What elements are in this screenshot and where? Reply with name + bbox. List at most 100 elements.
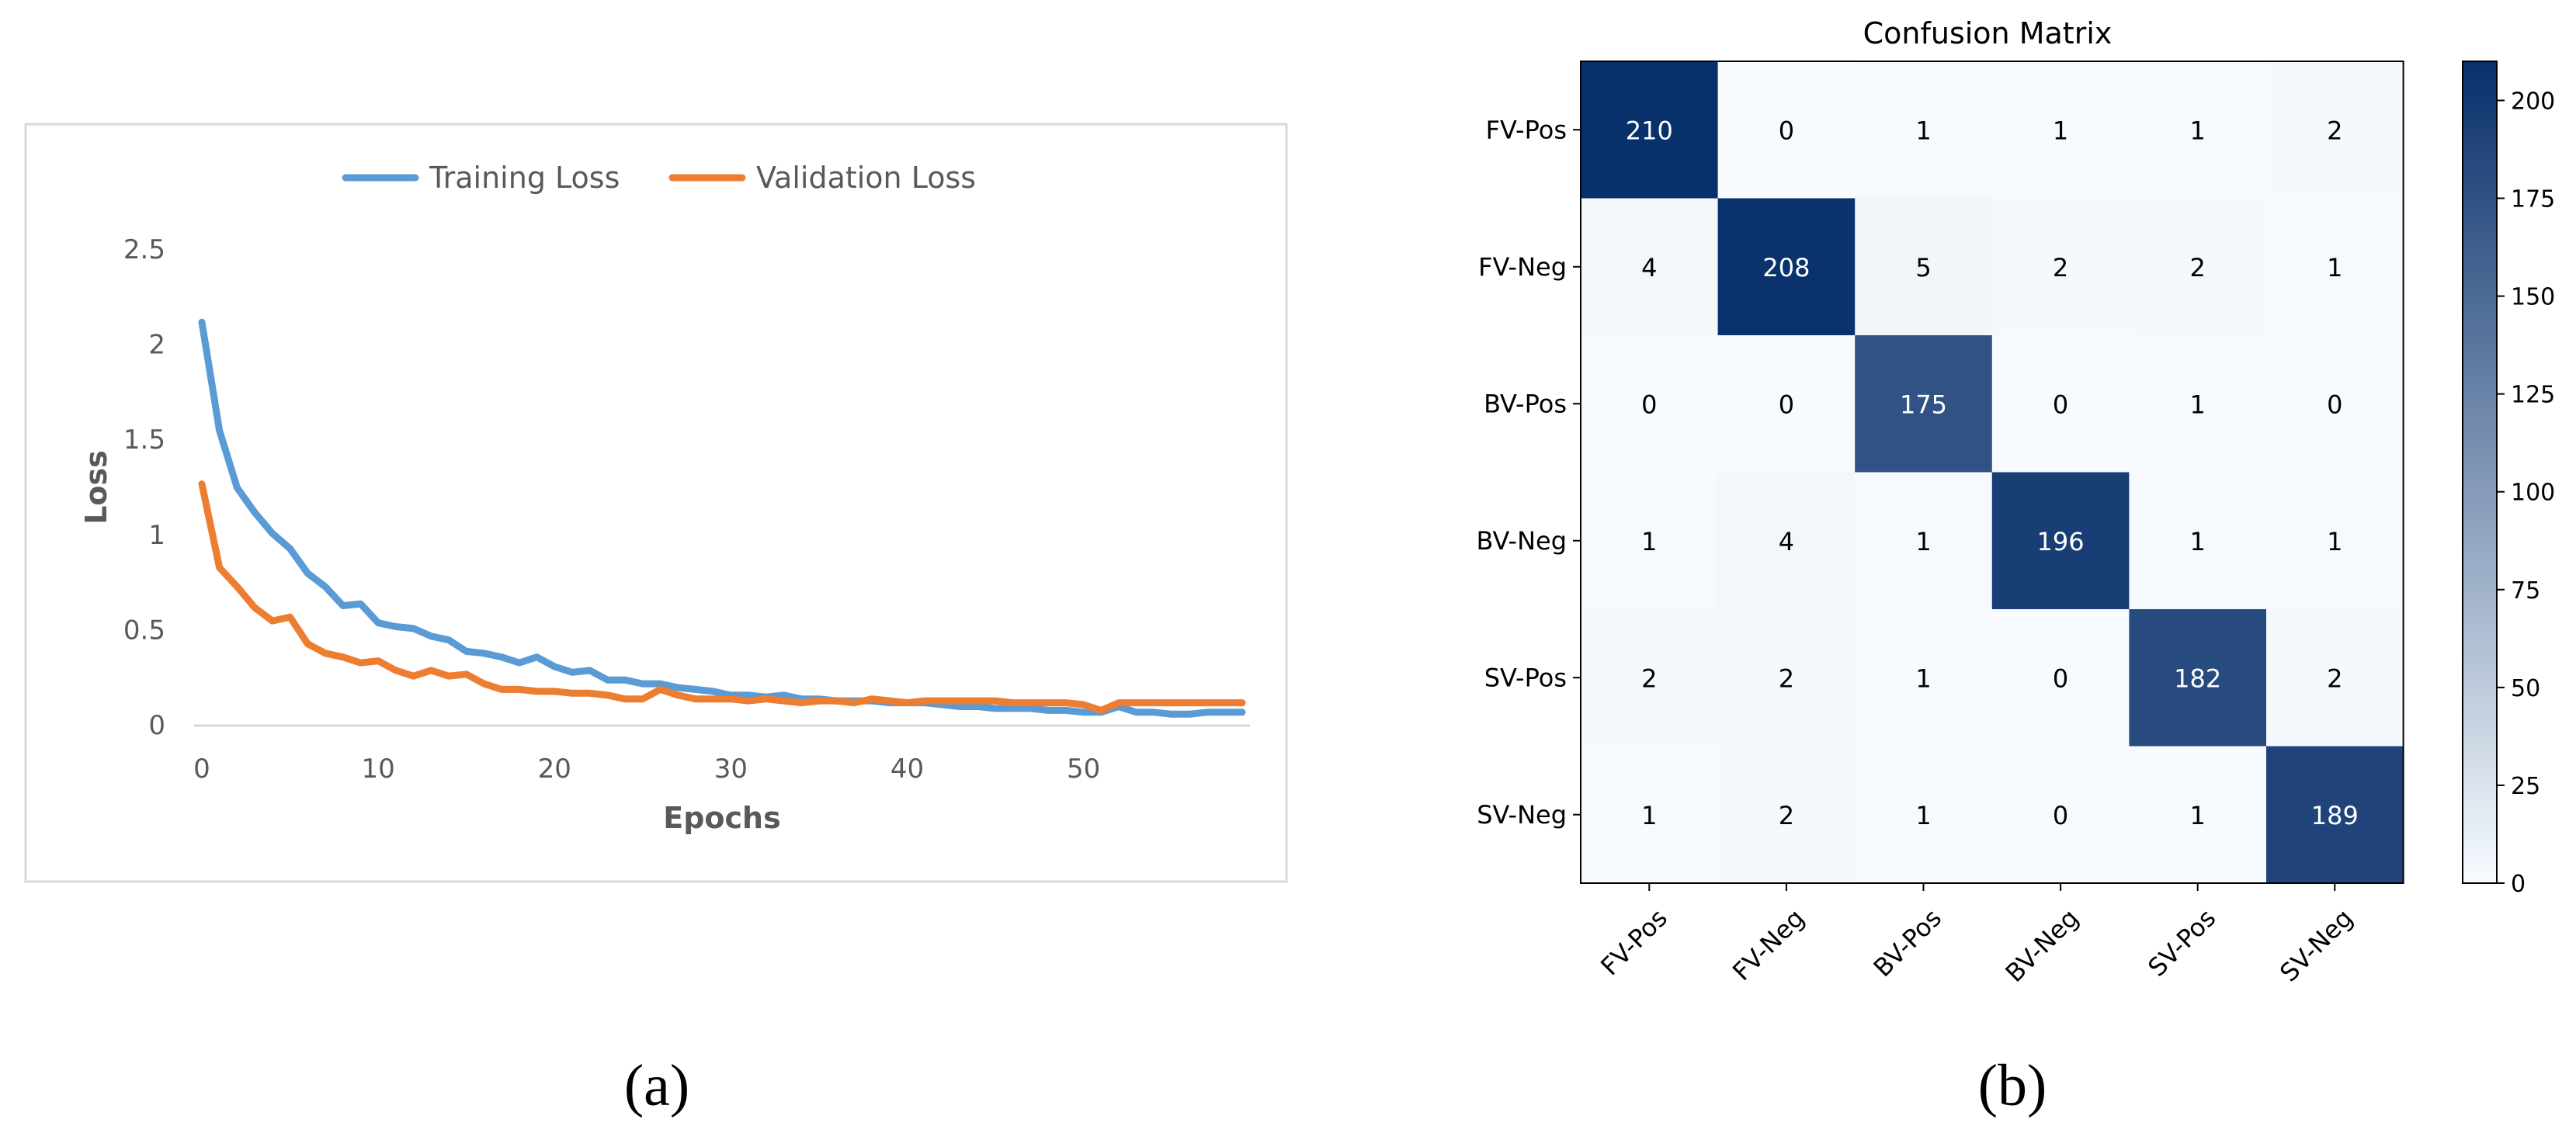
row-label: FV-Neg bbox=[1478, 252, 1567, 282]
column-label: FV-Neg bbox=[1727, 903, 1810, 986]
matrix-cell bbox=[1581, 746, 1719, 884]
matrix-cell bbox=[1717, 61, 1856, 199]
cell-value-label: 0 bbox=[2327, 390, 2342, 419]
cell-value-label: 189 bbox=[2311, 801, 2359, 830]
loss-series bbox=[198, 318, 1246, 718]
cell-value-label: 1 bbox=[1915, 664, 1931, 693]
cell-value-label: 182 bbox=[2174, 664, 2221, 693]
matrix-cell bbox=[2266, 609, 2404, 747]
legend-label: Validation Loss bbox=[756, 161, 976, 195]
matrix-cell bbox=[1855, 609, 1993, 747]
cell-value-label: 1 bbox=[2053, 116, 2068, 145]
matrix-cell bbox=[2266, 472, 2404, 610]
x-tick-label: 50 bbox=[1067, 754, 1100, 785]
x-tick-label: 20 bbox=[538, 754, 571, 785]
x-tick-label: 40 bbox=[890, 754, 924, 785]
cell-value-label: 0 bbox=[2053, 664, 2068, 693]
cell-value-label: 1 bbox=[1641, 527, 1657, 556]
matrix-cell bbox=[1855, 61, 1993, 199]
matrix-cell bbox=[2129, 335, 2267, 473]
cell-value-label: 2 bbox=[2327, 116, 2342, 145]
column-label: SV-Neg bbox=[2274, 903, 2359, 988]
y-axis-title: Loss bbox=[79, 450, 113, 525]
column-label: BV-Pos bbox=[1868, 903, 1947, 982]
cell-value-label: 1 bbox=[2190, 390, 2206, 419]
panel-label-b: (b) bbox=[1977, 1053, 2047, 1118]
matrix-cell bbox=[1717, 746, 1856, 884]
cell-value-label: 1 bbox=[1915, 116, 1931, 145]
series-line-validation-loss bbox=[198, 480, 1246, 714]
matrix-cell bbox=[2129, 609, 2267, 747]
cell-value-label: 2 bbox=[1779, 801, 1794, 830]
y-tick-label: 0 bbox=[148, 710, 165, 741]
cell-value-label: 1 bbox=[1915, 527, 1931, 556]
matrix-cell bbox=[1581, 335, 1719, 473]
matrix-cell bbox=[1855, 198, 1993, 336]
matrix-cell bbox=[1581, 609, 1719, 747]
row-label: BV-Neg bbox=[1477, 526, 1567, 556]
matrix-cell bbox=[1581, 198, 1719, 336]
matrix-cell bbox=[2129, 472, 2267, 610]
matrix-cell bbox=[1717, 472, 1856, 610]
matrix-cell bbox=[1581, 472, 1719, 610]
loss-chart: Training Loss Validation Loss 0 0.5 1 1.5 2 2.… bbox=[24, 123, 1288, 883]
cell-value-label: 0 bbox=[2053, 801, 2068, 830]
matrix-cell bbox=[1991, 609, 2130, 747]
matrix-border bbox=[1580, 61, 2404, 884]
cell-value-label: 1 bbox=[2190, 801, 2206, 830]
cell-value-label: 0 bbox=[1779, 390, 1794, 419]
colorbar-tick-label: 175 bbox=[2511, 186, 2555, 213]
cell-value-label: 4 bbox=[1641, 253, 1657, 282]
matrix-cell bbox=[1717, 609, 1856, 747]
cell-value-label: 1 bbox=[1915, 801, 1931, 830]
cell-value-label: 2 bbox=[1779, 664, 1794, 693]
matrix-cell bbox=[1717, 198, 1856, 336]
cell-value-label: 2 bbox=[2053, 253, 2068, 282]
colorbar-tick-label: 125 bbox=[2511, 382, 2555, 409]
matrix-cell bbox=[2266, 746, 2404, 884]
cell-value-label: 5 bbox=[1915, 253, 1931, 282]
cell-value-label: 0 bbox=[1641, 390, 1657, 419]
matrix-cells: 210 0 1 1 1 24 208 5 2 2 10 0 175 0 1 01 4 1 196 1 12 2 1 0 182 2… bbox=[1581, 61, 2404, 884]
x-tick-label: 0 bbox=[193, 754, 210, 785]
matrix-cell bbox=[1717, 335, 1856, 473]
cell-value-label: 1 bbox=[2190, 527, 2206, 556]
cell-value-label: 0 bbox=[2053, 390, 2068, 419]
colorbar-tick-label: 25 bbox=[2511, 773, 2540, 800]
matrix-cell bbox=[1991, 472, 2130, 610]
matrix-cell bbox=[2129, 746, 2267, 884]
colorbar-tick-label: 75 bbox=[2511, 577, 2540, 605]
colorbar-tick-label: 0 bbox=[2511, 871, 2526, 898]
colorbar-tick-label: 200 bbox=[2511, 88, 2555, 115]
panel-label-a: (a) bbox=[623, 1053, 690, 1118]
x-axis-title: Epochs bbox=[663, 801, 780, 835]
colorbar-tick-label: 100 bbox=[2511, 480, 2555, 507]
x-tick-label: 10 bbox=[361, 754, 394, 785]
y-tick-label: 1.5 bbox=[123, 424, 165, 456]
column-label: SV-Pos bbox=[2142, 903, 2221, 982]
matrix-cell bbox=[1855, 472, 1993, 610]
matrix-cell bbox=[1991, 746, 2130, 884]
cell-value-label: 2 bbox=[2327, 664, 2342, 693]
cell-value-label: 1 bbox=[2327, 253, 2342, 282]
colorbar-gradient bbox=[2462, 61, 2498, 884]
y-tick-label: 2.5 bbox=[123, 234, 165, 265]
column-label: BV-Neg bbox=[2000, 903, 2085, 988]
matrix-cell bbox=[2266, 335, 2404, 473]
loss-chart-frame bbox=[24, 123, 1288, 883]
y-tick-label: 0.5 bbox=[123, 615, 165, 646]
cell-value-label: 4 bbox=[1779, 527, 1794, 556]
cell-value-label: 1 bbox=[1641, 801, 1657, 830]
x-tick-label: 30 bbox=[714, 754, 748, 785]
matrix-cell bbox=[2266, 61, 2404, 199]
matrix-cell bbox=[1855, 335, 1993, 473]
cell-value-label: 1 bbox=[2327, 527, 2342, 556]
matrix-cell bbox=[1581, 61, 1719, 199]
y-tick-label: 1 bbox=[148, 520, 165, 551]
cell-value-label: 0 bbox=[1779, 116, 1794, 145]
cell-value-label: 2 bbox=[1641, 664, 1657, 693]
matrix-cell bbox=[2129, 61, 2267, 199]
matrix-cell bbox=[1855, 746, 1993, 884]
matrix-cell bbox=[1991, 335, 2130, 473]
confusion-matrix-title: Confusion Matrix bbox=[1863, 16, 2113, 50]
